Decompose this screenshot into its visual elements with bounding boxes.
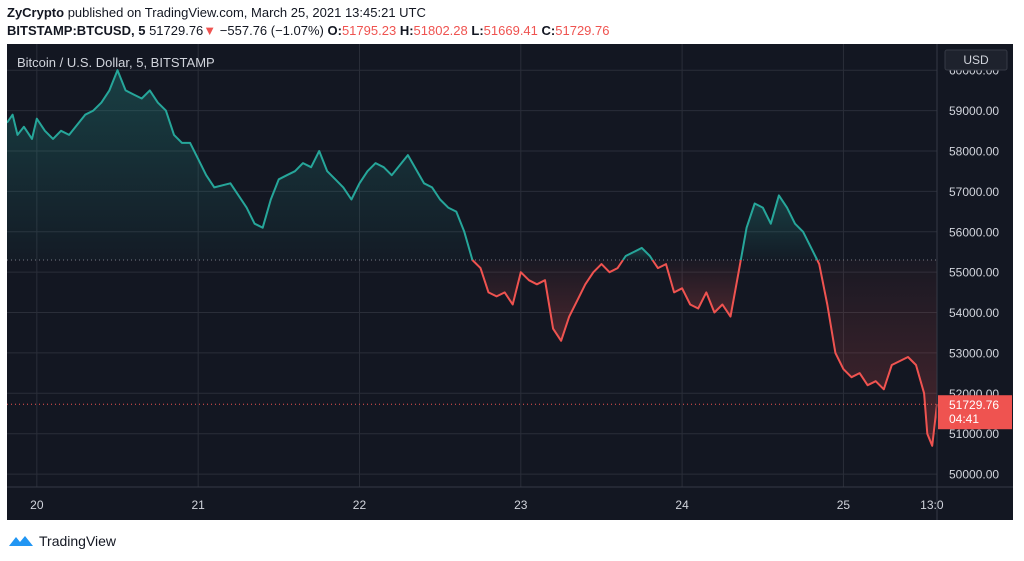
tradingview-footer[interactable]: TradingView xyxy=(8,533,116,549)
area-above-baseline xyxy=(7,70,473,260)
price-line-down xyxy=(471,259,624,342)
y-tick-label: 51000.00 xyxy=(949,427,999,441)
last-price-badge xyxy=(938,395,1012,430)
y-tick-label: 57000.00 xyxy=(949,185,999,199)
price-line-up xyxy=(739,194,819,261)
area-below-baseline xyxy=(652,260,741,317)
axes: 50000.0051000.0052000.0053000.0054000.00… xyxy=(7,44,1013,520)
y-tick-label: 58000.00 xyxy=(949,145,999,159)
chart-panel[interactable]: 50000.00 51000.00 52000.00 53000.00 54000.00… xyxy=(6,44,1013,520)
tradingview-logo-icon xyxy=(9,536,33,546)
x-tick-label: 23 xyxy=(514,498,528,512)
high-value: 51802.28 xyxy=(413,23,468,38)
price-change: −557.76 (−1.07%) xyxy=(219,23,324,38)
chart-title: Bitcoin / U.S. Dollar, 5, BITSTAMP xyxy=(17,55,215,70)
x-tick-label: 21 xyxy=(191,498,205,512)
price-line-down xyxy=(651,259,742,318)
x-tick-label: 22 xyxy=(353,498,367,512)
down-arrow-icon: ▼ xyxy=(203,23,217,38)
open-label: O: xyxy=(327,23,342,38)
published-text: published on TradingView.com, March 25, … xyxy=(67,5,426,20)
symbol-label: BITSTAMP:BTCUSD, 5 xyxy=(7,23,146,38)
y-tick-label: 59000.00 xyxy=(949,104,999,118)
price-line-down xyxy=(816,259,938,447)
price-line-up xyxy=(6,69,474,261)
author-name[interactable]: ZyCrypto xyxy=(7,5,65,20)
y-tick-label: 55000.00 xyxy=(949,266,999,280)
open-value: 51795.23 xyxy=(341,23,397,38)
brand-name: TradingView xyxy=(39,533,117,549)
x-tick-label: 24 xyxy=(675,498,689,512)
y-tick-label: 53000.00 xyxy=(949,346,999,360)
low-label: L: xyxy=(471,23,484,38)
price-chart[interactable]: 50000.0051000.0052000.0053000.0054000.00… xyxy=(6,44,1013,520)
price-lines xyxy=(6,69,938,447)
y-tick-label: 54000.00 xyxy=(949,306,999,320)
publish-header: ZyCrypto published on TradingView.com, M… xyxy=(7,3,426,23)
close-value: 51729.76 xyxy=(555,23,610,38)
last-price-label: 51729.76 xyxy=(949,398,999,412)
area-above-baseline xyxy=(623,247,653,260)
high-label: H: xyxy=(399,23,414,38)
y-tick-label: 56000.00 xyxy=(949,225,999,239)
y-tick-label: 50000.00 xyxy=(949,468,999,482)
low-value: 51669.41 xyxy=(483,23,538,38)
countdown-label: 04:41 xyxy=(949,412,979,426)
area-above-baseline xyxy=(740,195,818,260)
close-label: C: xyxy=(541,23,556,38)
price-line-up xyxy=(622,246,654,261)
currency-label: USD xyxy=(963,53,989,67)
baseline-fills xyxy=(7,70,937,446)
x-tick-label: 13:0 xyxy=(920,498,944,512)
x-tick-label: 25 xyxy=(837,498,851,512)
area-below-baseline xyxy=(817,260,937,446)
currency-badge xyxy=(944,49,1008,71)
area-below-baseline xyxy=(472,260,623,341)
x-tick-label: 20 xyxy=(30,498,44,512)
quote-bar: BITSTAMP:BTCUSD, 5 51729.76▼ −557.76 (−1… xyxy=(7,21,609,41)
last-price: 51729.76 xyxy=(149,23,204,38)
